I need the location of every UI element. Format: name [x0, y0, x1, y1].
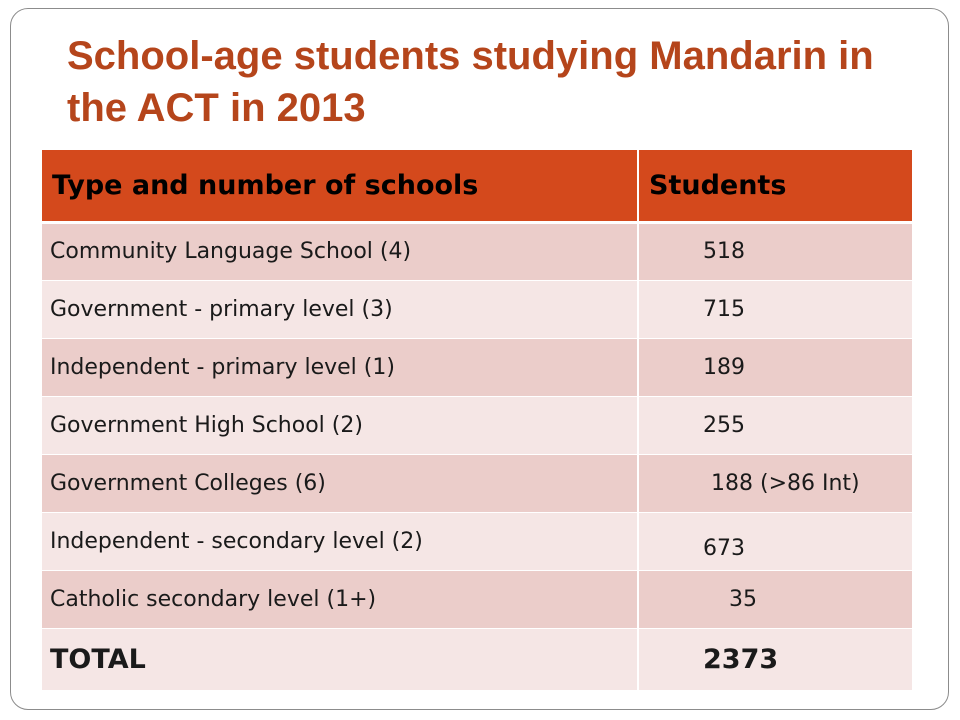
row-value: 35 [638, 570, 912, 629]
table-row: Catholic secondary level (1+) 35 [42, 570, 912, 629]
row-value: 189 [638, 338, 912, 397]
row-value: 715 [638, 280, 912, 339]
row-label: Government Colleges (6) [42, 454, 639, 513]
row-label: Community Language School (4) [42, 222, 639, 281]
row-label: Independent - secondary level (2) [42, 512, 639, 571]
row-value: 673 [638, 512, 912, 571]
slide-title: School-age students studying Mandarin in… [67, 34, 874, 130]
table-row: Government - primary level (3) 715 [42, 280, 912, 339]
total-value: 2373 [638, 628, 912, 691]
table-row: Independent - primary level (1) 189 [42, 338, 912, 397]
row-label: Government High School (2) [42, 396, 639, 455]
header-school-type: Type and number of schools [42, 150, 639, 224]
row-label: Catholic secondary level (1+) [42, 570, 639, 629]
table-row: Government High School (2) 255 [42, 396, 912, 455]
students-table: Type and number of schools Students Comm… [42, 150, 912, 691]
total-label: TOTAL [42, 628, 639, 691]
table-row: Independent - secondary level (2) 673 [42, 512, 912, 571]
header-students: Students [638, 150, 912, 224]
row-value: 255 [638, 396, 912, 455]
table-row: Government Colleges (6) 188 (>86 Int) [42, 454, 912, 513]
table-row-total: TOTAL 2373 [42, 628, 912, 691]
row-label: Government - primary level (3) [42, 280, 639, 339]
row-label: Independent - primary level (1) [42, 338, 639, 397]
table-header-row: Type and number of schools Students [42, 150, 912, 224]
row-value: 188 (>86 Int) [638, 454, 912, 513]
table-row: Community Language School (4) 518 [42, 222, 912, 281]
row-value: 518 [638, 222, 912, 281]
